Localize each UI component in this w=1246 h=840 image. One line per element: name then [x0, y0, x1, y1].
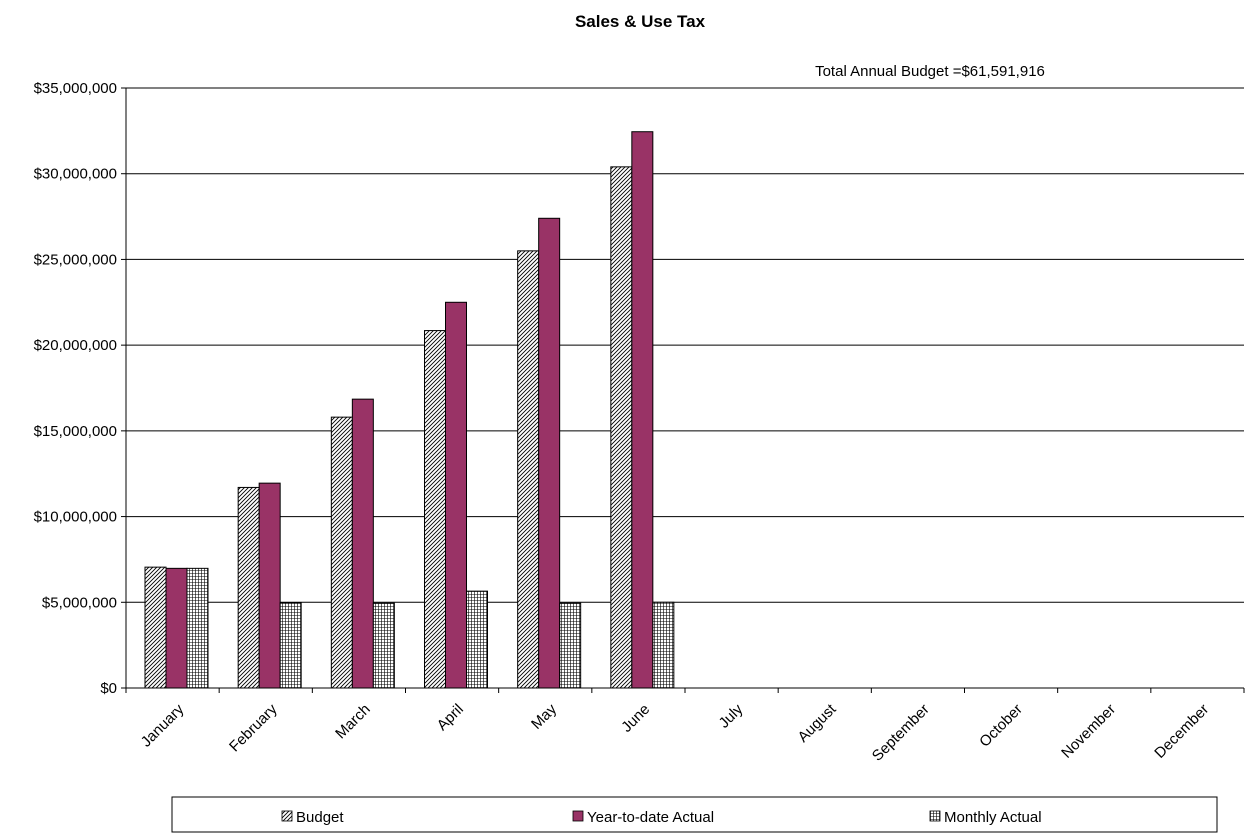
y-tick-label: $10,000,000	[34, 509, 117, 526]
bar-budget	[517, 250, 540, 689]
legend-swatch-monthly	[929, 810, 941, 822]
x-tick-label: September	[869, 701, 933, 765]
bar-budget	[237, 486, 260, 689]
gridlines	[126, 87, 1244, 603]
x-axis-ticks: January February March April May June July Augu…	[125, 688, 1245, 765]
bar-monthly-actual	[186, 567, 209, 689]
legend-label-budget: Budget	[296, 809, 344, 826]
bar-budget	[330, 416, 353, 689]
y-tick-label: $0	[100, 680, 117, 697]
chart-title: Sales & Use Tax	[575, 12, 706, 31]
y-tick-label: $15,000,000	[34, 423, 117, 440]
bar-ytd-actual	[351, 398, 374, 689]
y-tick-label: $20,000,000	[34, 337, 117, 354]
bar-monthly-actual	[652, 601, 675, 689]
bars	[144, 131, 675, 689]
bar-ytd-actual	[631, 131, 654, 689]
bar-budget	[424, 330, 446, 689]
bar-monthly-actual	[559, 602, 582, 689]
legend: Budget Year-to-date Actual Monthly Actua…	[171, 796, 1218, 833]
bar-ytd-actual	[445, 301, 467, 689]
total-budget-annotation: Total Annual Budget =$61,591,916	[815, 63, 1045, 80]
bar-budget	[144, 566, 167, 689]
y-tick-label: $30,000,000	[34, 166, 117, 183]
x-tick-label: December	[1151, 701, 1212, 762]
bar-monthly-actual	[372, 602, 395, 689]
x-tick-label: June	[618, 701, 653, 736]
x-tick-label: April	[434, 701, 467, 734]
y-tick-label: $35,000,000	[34, 80, 117, 97]
x-tick-label: October	[976, 701, 1026, 751]
x-tick-label: February	[226, 700, 281, 755]
x-tick-label: July	[716, 700, 747, 731]
x-tick-label: May	[528, 700, 560, 732]
x-tick-label: August	[795, 700, 841, 746]
y-axis-ticks: $0 $5,000,000 $10,000,000 $15,000,000 $20,00…	[34, 80, 126, 697]
legend-label-monthly: Monthly Actual	[944, 809, 1042, 826]
x-tick-label: January	[138, 700, 188, 750]
y-tick-label: $25,000,000	[34, 251, 117, 268]
bar-budget	[610, 166, 633, 689]
bar-monthly-actual	[466, 590, 488, 689]
y-tick-label: $5,000,000	[42, 594, 117, 611]
legend-box	[171, 796, 1218, 833]
axes	[125, 88, 1244, 689]
bar-ytd-actual	[258, 482, 281, 689]
legend-label-ytd: Year-to-date Actual	[587, 809, 714, 826]
legend-swatch-ytd	[572, 810, 584, 822]
bar-ytd-actual	[165, 567, 188, 689]
x-tick-label: March	[332, 701, 373, 742]
x-tick-label: November	[1058, 701, 1119, 762]
bar-monthly-actual	[279, 602, 302, 689]
bar-ytd-actual	[538, 217, 561, 689]
legend-swatch-budget	[281, 810, 293, 822]
